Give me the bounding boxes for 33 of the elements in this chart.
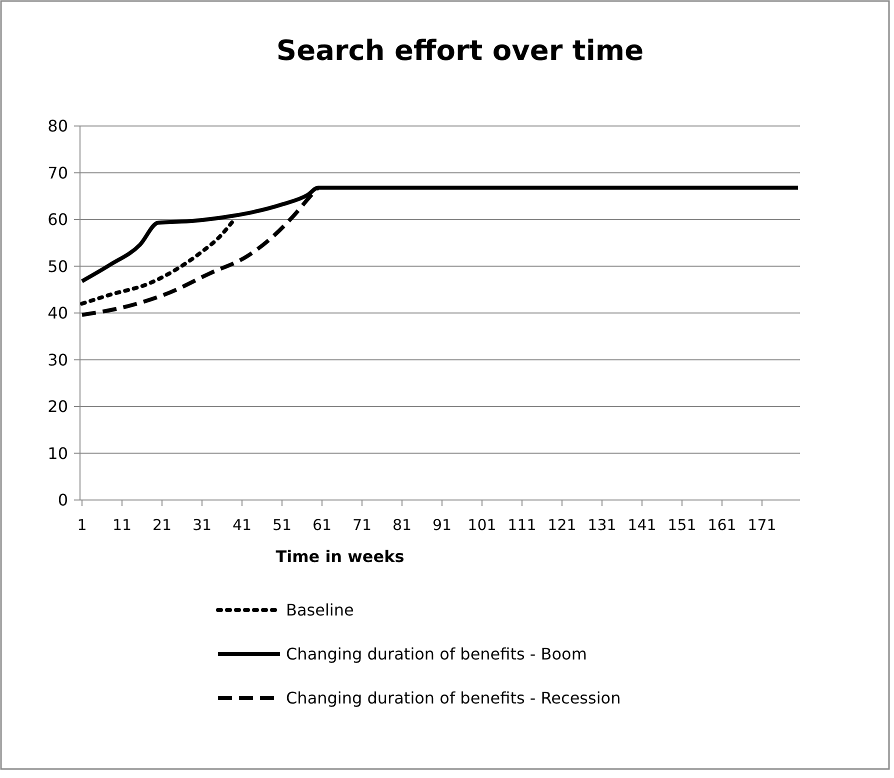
legend-label: Changing duration of benefits - Boom bbox=[286, 644, 587, 664]
x-tick-label: 1 bbox=[77, 516, 87, 534]
x-tick-label: 151 bbox=[668, 516, 696, 534]
x-tick-label: 161 bbox=[708, 516, 736, 534]
x-tick-label: 71 bbox=[352, 516, 372, 534]
x-tick-label: 21 bbox=[152, 516, 172, 534]
x-tick-label: 61 bbox=[312, 516, 332, 534]
x-tick-label: 91 bbox=[432, 516, 452, 534]
chart-title: Search effort over time bbox=[276, 34, 644, 67]
y-tick-label: 80 bbox=[48, 116, 68, 136]
x-tick-label: 41 bbox=[232, 516, 252, 534]
x-tick-label: 131 bbox=[588, 516, 616, 534]
y-tick-label: 70 bbox=[48, 163, 68, 182]
x-tick-label: 141 bbox=[628, 516, 656, 534]
x-tick-label: 31 bbox=[192, 516, 212, 534]
y-tick-label: 40 bbox=[48, 304, 68, 323]
y-tick-label: 10 bbox=[48, 444, 68, 463]
y-tick-label: 0 bbox=[58, 490, 68, 510]
x-tick-label: 111 bbox=[508, 516, 536, 534]
y-tick-label: 30 bbox=[48, 350, 68, 370]
y-tick-label: 20 bbox=[48, 397, 68, 416]
x-tick-label: 101 bbox=[468, 516, 496, 534]
x-tick-label: 51 bbox=[272, 516, 292, 534]
x-tick-label: 121 bbox=[548, 516, 576, 534]
x-tick-label: 81 bbox=[392, 516, 412, 534]
x-axis-title: Time in weeks bbox=[276, 547, 404, 566]
legend-label: Changing duration of benefits - Recession bbox=[286, 688, 621, 708]
line-series bbox=[80, 219, 235, 306]
y-tick-label: 50 bbox=[48, 256, 68, 276]
x-tick-label: 11 bbox=[112, 516, 132, 534]
legend-label: Baseline bbox=[286, 600, 354, 620]
x-tick-label: 171 bbox=[748, 516, 776, 534]
y-tick-label: 60 bbox=[48, 210, 68, 230]
